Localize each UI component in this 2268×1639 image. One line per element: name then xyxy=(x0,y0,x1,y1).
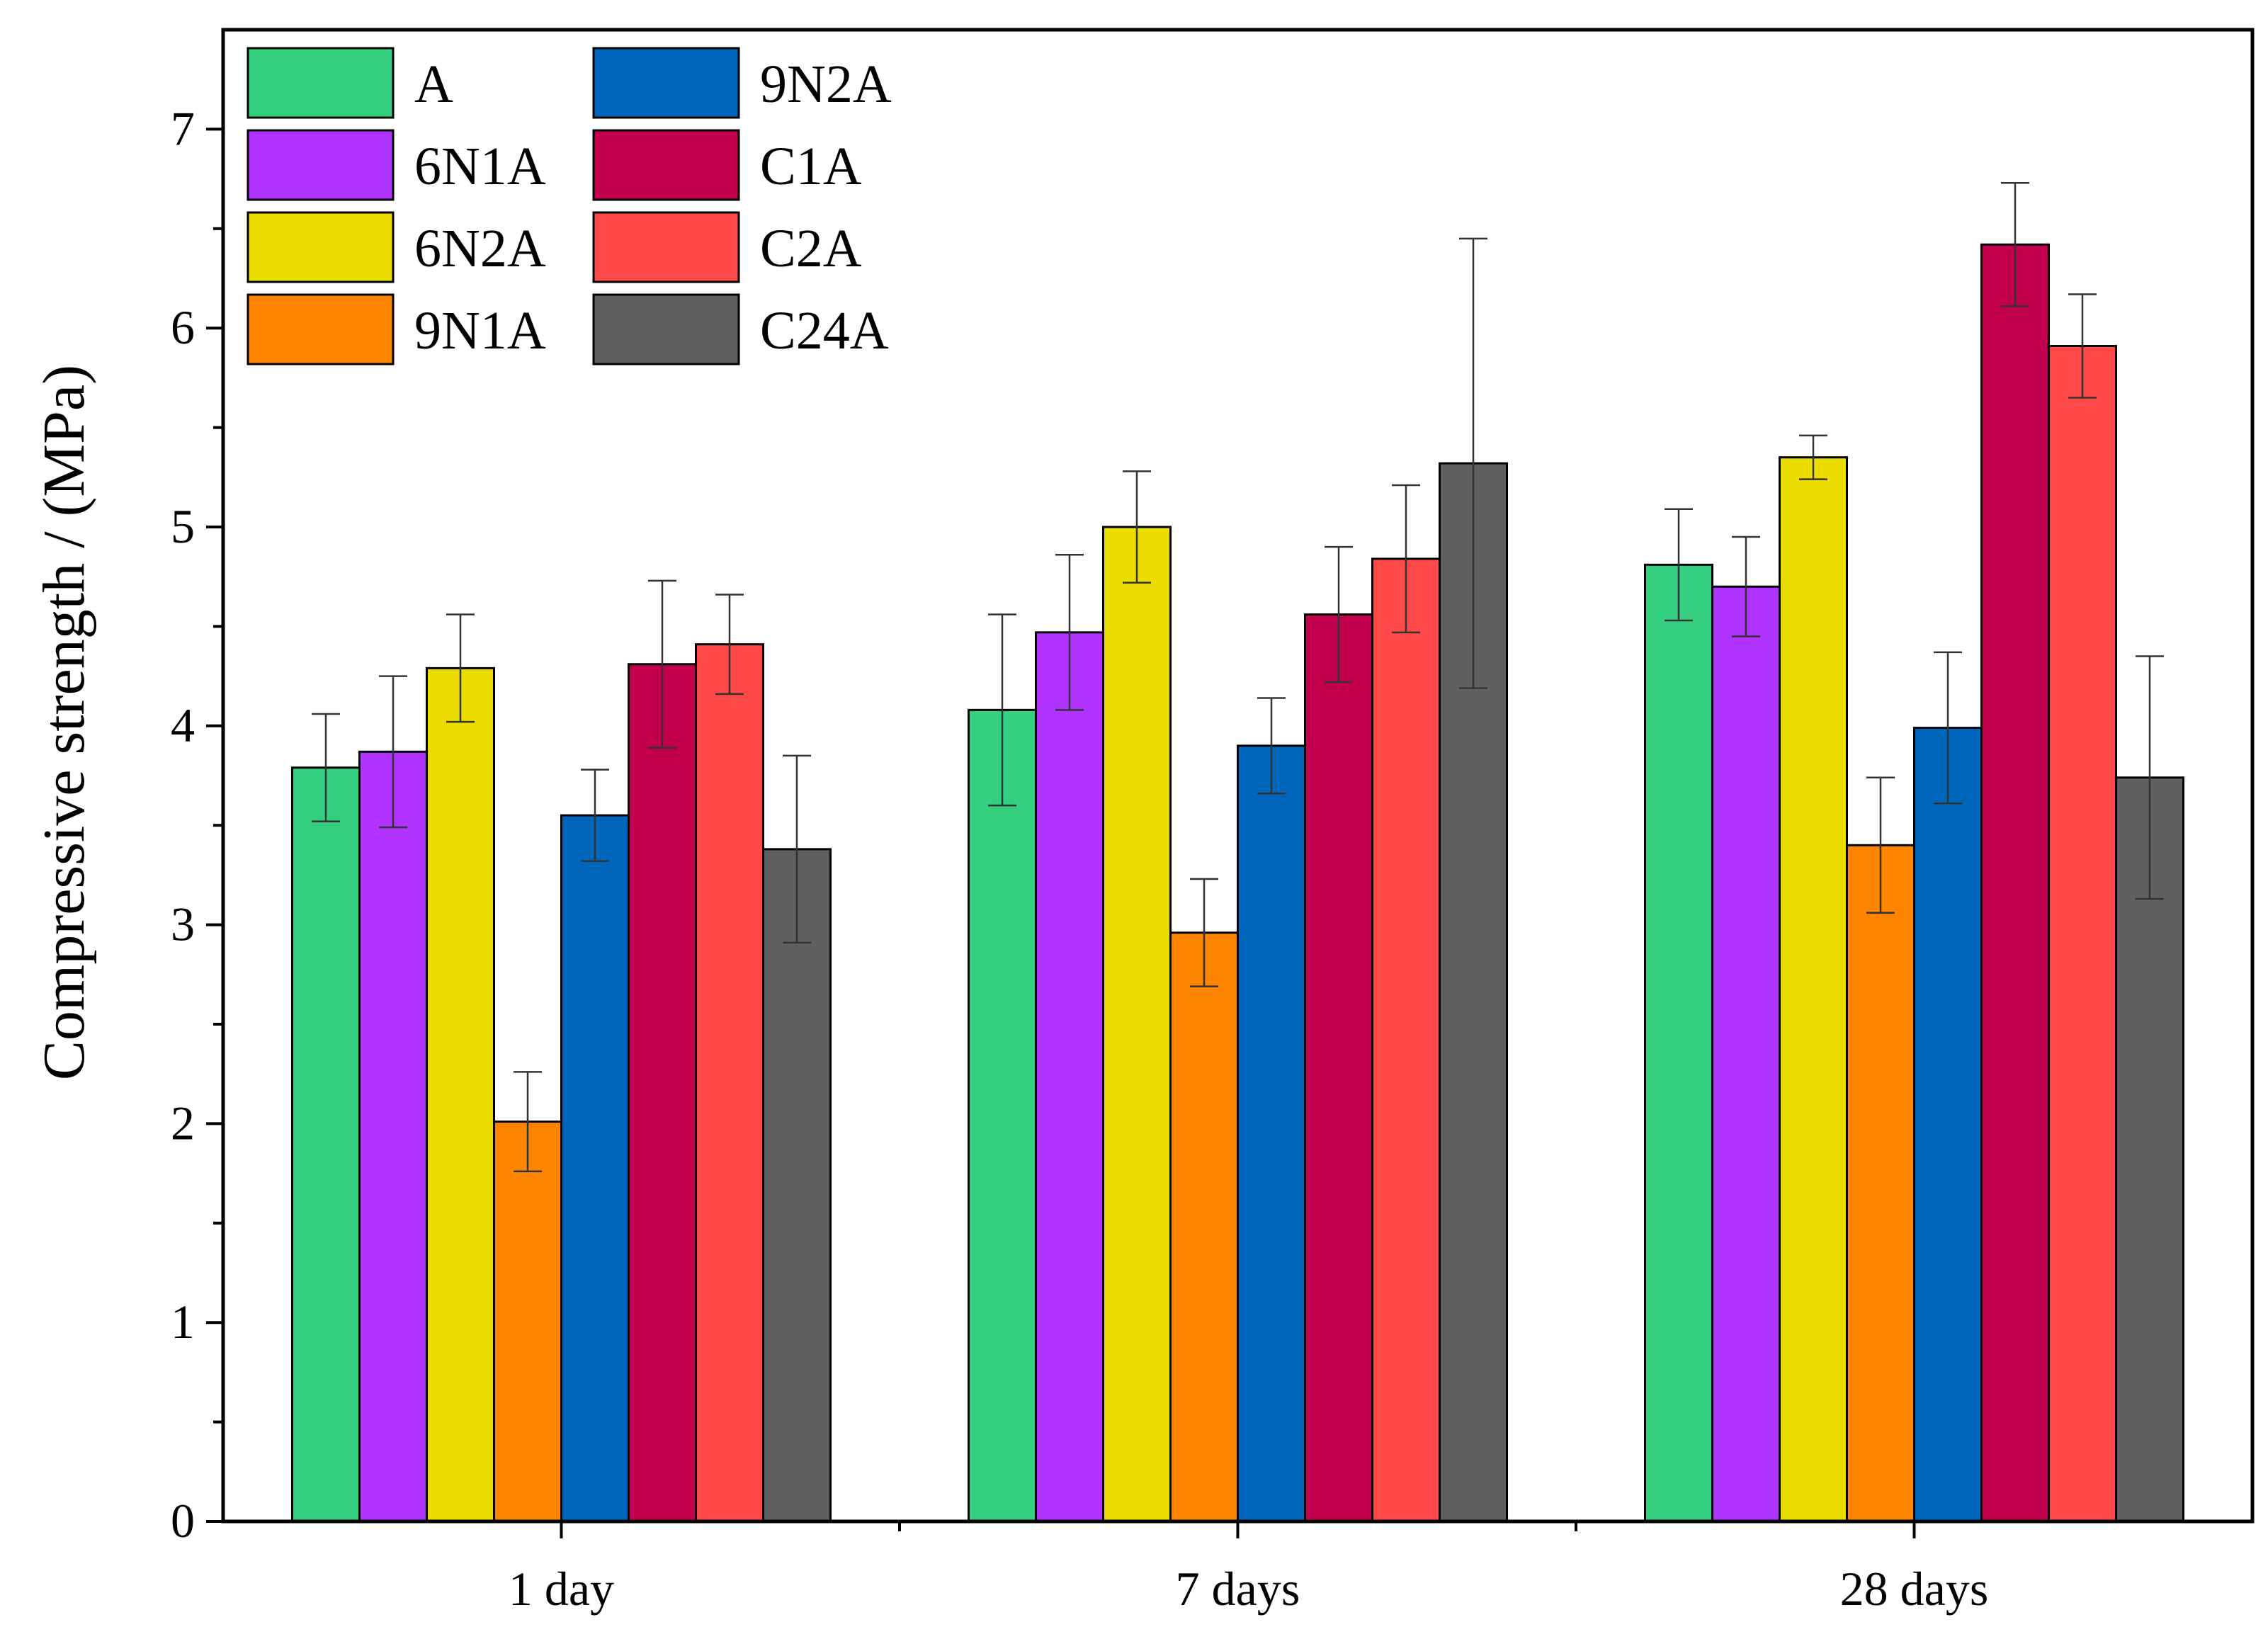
legend-label: A xyxy=(414,55,453,114)
bar xyxy=(2048,344,2117,1523)
y-tick-label: 1 xyxy=(171,1295,195,1349)
bar xyxy=(1980,243,2050,1523)
error-bars xyxy=(312,181,2164,1173)
bar xyxy=(1644,563,1713,1523)
bar xyxy=(560,814,630,1523)
bar xyxy=(1711,585,1781,1523)
legend-label: 6N1A xyxy=(414,137,546,196)
legend-label: C24A xyxy=(760,301,889,361)
legend-label: 9N1A xyxy=(414,301,546,361)
y-tick-label: 2 xyxy=(171,1096,195,1150)
bar xyxy=(695,643,764,1523)
bar xyxy=(291,766,361,1523)
bar xyxy=(1371,557,1441,1523)
legend-swatch xyxy=(246,211,395,283)
x-tick-label: 1 day xyxy=(509,1562,614,1616)
axes: 0 1 2 3 4 5 6 7 1 day 7 days 28 days xyxy=(171,28,2255,1616)
legend-label: 9N2A xyxy=(760,55,892,114)
bar xyxy=(1779,456,1848,1523)
bar xyxy=(968,708,1037,1523)
legend: A 6N1A 6N2A 9N1A 9N2A C1A C2A C24A xyxy=(246,47,892,365)
y-tick-label: 4 xyxy=(171,698,195,752)
y-axis-label: Compressive strength / (MPa) xyxy=(31,365,97,1080)
legend-swatch xyxy=(592,47,740,119)
legend-swatch xyxy=(592,129,740,201)
bar xyxy=(1913,727,1983,1523)
bar xyxy=(1102,526,1172,1523)
x-tick-label: 7 days xyxy=(1176,1562,1300,1616)
bars xyxy=(291,243,2184,1523)
bar xyxy=(493,1121,562,1523)
bar xyxy=(628,663,697,1523)
legend-label: 6N2A xyxy=(414,219,546,278)
legend-swatch xyxy=(592,293,740,365)
bar xyxy=(358,750,428,1523)
y-tick-label: 0 xyxy=(171,1494,195,1548)
bar xyxy=(1304,613,1373,1523)
y-tick-label: 5 xyxy=(171,499,195,553)
y-tick-label: 3 xyxy=(171,897,195,951)
bar xyxy=(1035,631,1104,1523)
bar xyxy=(1237,744,1306,1523)
legend-label: C2A xyxy=(760,219,862,278)
legend-swatch xyxy=(246,129,395,201)
bar xyxy=(1846,844,1915,1523)
legend-swatch xyxy=(246,293,395,365)
bar xyxy=(426,667,495,1523)
x-tick-label: 28 days xyxy=(1840,1562,1989,1616)
legend-label: C1A xyxy=(760,137,862,196)
bar xyxy=(1169,931,1239,1523)
bar xyxy=(2115,776,2184,1523)
y-tick-label: 6 xyxy=(171,300,195,354)
legend-swatch xyxy=(592,211,740,283)
bar xyxy=(762,848,832,1523)
y-tick-label: 7 xyxy=(171,101,195,155)
legend-swatch xyxy=(246,47,395,119)
